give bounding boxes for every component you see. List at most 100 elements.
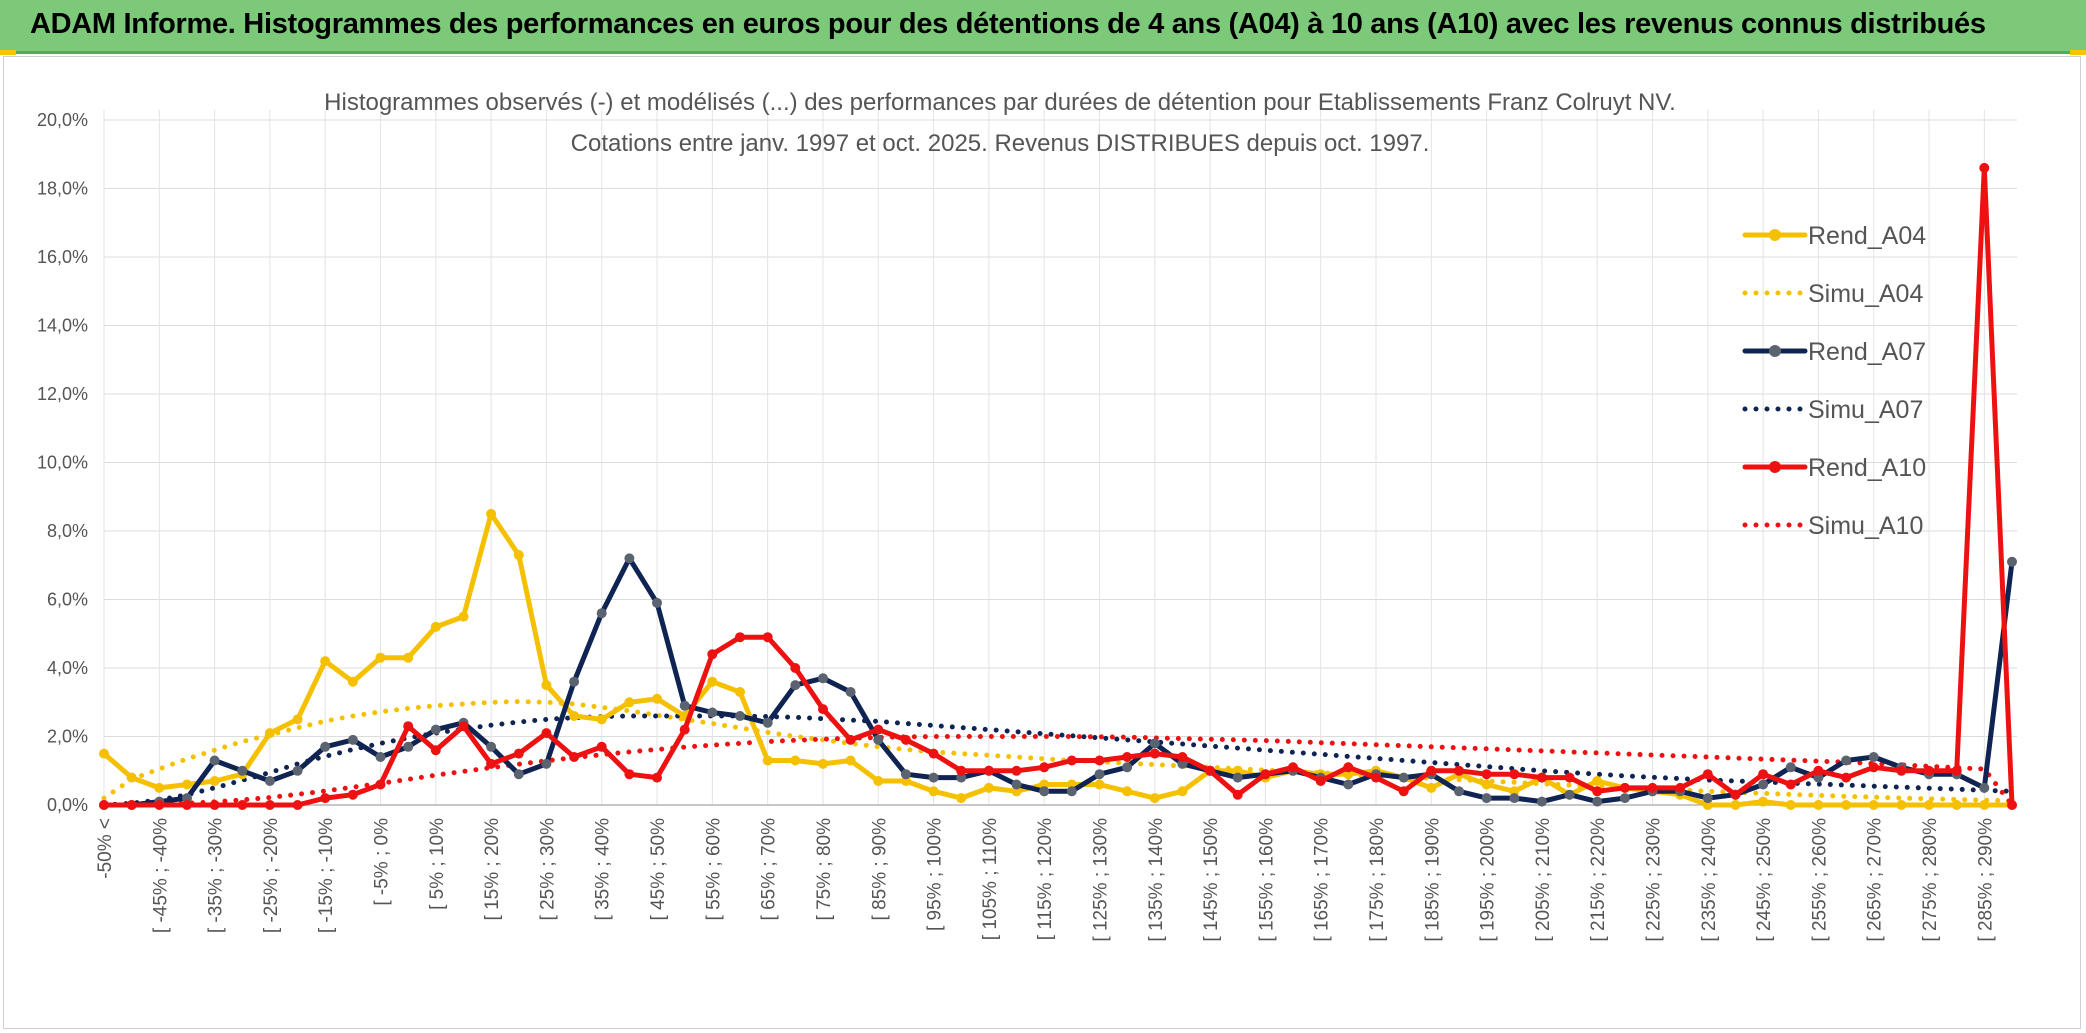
data-point-rend-a10 <box>1205 765 1216 776</box>
x-tick-label: [ 195% ; 200% <box>1478 818 1499 942</box>
data-point-rend-a04 <box>652 693 662 704</box>
legend-item-rend-a10: Rend_A10 <box>1742 454 1926 482</box>
data-point-rend-a10 <box>1647 782 1658 793</box>
data-point-rend-a07 <box>486 741 497 752</box>
data-point-rend-a04 <box>1481 779 1492 790</box>
data-point-rend-a04 <box>126 772 137 783</box>
data-point-rend-a04 <box>430 621 441 632</box>
data-point-rend-a10 <box>679 724 690 735</box>
data-point-rend-a07 <box>237 765 248 776</box>
legend-item-simu-a10: Simu_A10 <box>1742 512 1923 540</box>
data-point-rend-a04 <box>818 758 828 769</box>
data-point-rend-a04 <box>154 782 165 793</box>
data-point-rend-a04 <box>347 676 358 687</box>
data-point-rend-a07 <box>652 597 662 608</box>
data-point-rend-a07 <box>569 676 580 687</box>
data-point-rend-a07 <box>403 741 414 752</box>
data-point-rend-a04 <box>320 656 331 667</box>
data-point-rend-a07 <box>1398 772 1409 783</box>
data-point-rend-a07 <box>1232 772 1243 783</box>
data-point-rend-a10 <box>845 734 856 745</box>
x-tick-label: [ 25% ; 30% <box>537 818 558 921</box>
data-point-rend-a07 <box>1481 793 1492 804</box>
data-point-rend-a10 <box>707 649 718 660</box>
data-point-rend-a10 <box>983 765 994 776</box>
series-line-simu-a10 <box>101 734 2015 808</box>
data-point-rend-a10 <box>1675 782 1686 793</box>
x-tick-label: [ 215% ; 220% <box>1588 818 1609 942</box>
legend-label: Rend_A07 <box>1808 338 1926 366</box>
x-tick-label: [ 145% ; 150% <box>1201 818 1222 942</box>
y-tick-label: 18,0% <box>37 179 88 199</box>
data-point-rend-a10 <box>1619 782 1630 793</box>
grid-lines <box>103 110 2017 806</box>
data-point-rend-a04 <box>209 776 220 786</box>
data-point-rend-a10 <box>292 800 303 810</box>
data-point-rend-a10 <box>1094 755 1105 766</box>
series-simu-a10 <box>101 734 2015 808</box>
data-point-rend-a07 <box>1094 769 1105 780</box>
x-tick-label: [ 35% ; 40% <box>593 818 614 921</box>
data-point-rend-a04 <box>1924 800 1934 810</box>
legend-label: Simu_A07 <box>1808 396 1923 424</box>
legend-item-rend-a04: Rend_A04 <box>1742 222 1926 250</box>
data-point-rend-a04 <box>264 728 275 739</box>
data-point-rend-a04 <box>1426 782 1437 793</box>
x-tick-label: -50% < <box>95 818 116 879</box>
x-tick-label: [ 285% ; 290% <box>1975 818 1996 942</box>
legend-label: Simu_A04 <box>1808 280 1923 308</box>
data-point-rend-a07 <box>375 752 386 762</box>
data-point-rend-a10 <box>1066 755 1077 766</box>
data-point-rend-a10 <box>900 734 911 745</box>
x-tick-label: [ 225% ; 230% <box>1644 818 1665 942</box>
data-point-rend-a10 <box>154 800 165 810</box>
data-point-rend-a07 <box>264 776 275 786</box>
legend-label: Rend_A04 <box>1808 222 1926 250</box>
y-tick-label: 10,0% <box>37 453 88 473</box>
x-tick-label: [ -45% ; -40% <box>150 818 171 933</box>
x-tick-label: [ 185% ; 190% <box>1422 818 1443 942</box>
data-point-rend-a04 <box>1122 786 1133 797</box>
data-point-rend-a07 <box>1592 796 1603 807</box>
data-point-rend-a07 <box>1509 793 1520 804</box>
x-tick-label: [ 15% ; 20% <box>482 818 503 921</box>
data-point-rend-a04 <box>596 714 607 725</box>
data-point-rend-a04 <box>1592 776 1603 786</box>
data-point-rend-a10 <box>99 800 109 810</box>
corner-marker-left <box>0 50 16 55</box>
data-point-rend-a04 <box>707 676 718 687</box>
data-point-rend-a07 <box>1979 782 1990 793</box>
data-point-rend-a10 <box>375 779 386 790</box>
y-tick-label: 16,0% <box>37 247 88 267</box>
data-point-rend-a04 <box>569 711 580 721</box>
x-tick-label: [ 55% ; 60% <box>703 818 724 921</box>
data-point-rend-a04 <box>1896 800 1907 810</box>
data-point-rend-a10 <box>1260 769 1271 780</box>
data-point-rend-a04 <box>403 652 414 663</box>
data-point-rend-a10 <box>956 765 967 776</box>
data-point-rend-a10 <box>1592 786 1603 797</box>
data-point-rend-a04 <box>1702 800 1713 810</box>
data-point-rend-a10 <box>1232 789 1243 800</box>
y-tick-label: 12,0% <box>37 384 88 404</box>
data-point-rend-a07 <box>1454 786 1464 797</box>
data-point-rend-a10 <box>513 748 524 759</box>
legend-label: Simu_A10 <box>1808 512 1923 540</box>
data-point-rend-a10 <box>873 724 884 735</box>
x-tick-label: [ 265% ; 270% <box>1865 818 1886 942</box>
y-tick-label: 2,0% <box>47 727 88 747</box>
data-point-rend-a04 <box>375 652 386 663</box>
x-tick-label: [ 65% ; 70% <box>759 818 780 921</box>
data-point-rend-a07 <box>928 772 939 783</box>
data-point-rend-a07 <box>1122 762 1133 773</box>
data-point-rend-a10 <box>1398 786 1409 797</box>
data-point-rend-a10 <box>347 789 358 800</box>
y-tick-label: 6,0% <box>47 590 88 610</box>
data-point-rend-a07 <box>1841 755 1852 766</box>
data-point-rend-a04 <box>1951 800 1962 810</box>
x-tick-label: [ 125% ; 130% <box>1090 818 1111 942</box>
y-axis-ticks: 0,0% 2,0% 4,0% 6,0% 8,0% 10,0% 12,0% 14,0% 16,0%… <box>37 110 88 815</box>
x-tick-label: [ 205% ; 210% <box>1533 818 1554 942</box>
legend: Rend_A04 Simu_A04 Rend_A07 Simu_A07 Rend_A10… <box>1742 222 1926 540</box>
y-tick-label: 20,0% <box>37 110 88 130</box>
